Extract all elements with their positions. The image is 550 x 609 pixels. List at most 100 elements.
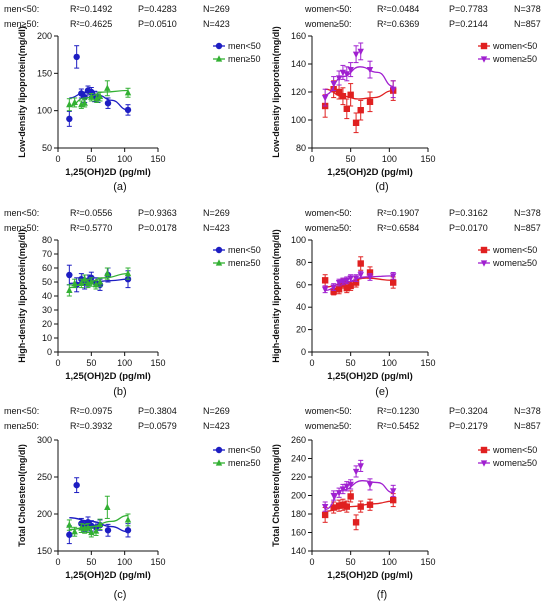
- data-point: [343, 105, 350, 112]
- panel-label: (f): [377, 589, 387, 601]
- panel-label: (d): [375, 181, 388, 193]
- stats-p-value: P=0.0510: [138, 19, 177, 29]
- series-men-ge-50: [66, 267, 132, 297]
- x-axis-label: 1,25(OH)2D (pg/ml): [327, 371, 413, 382]
- panel-label: (e): [375, 386, 388, 398]
- stats-r2: R²=0.0556: [70, 208, 112, 218]
- data-point: [73, 53, 80, 61]
- x-tick-label: 0: [55, 154, 60, 164]
- stats-group-label: men≥50:: [4, 19, 39, 29]
- legend-label: men≥50: [228, 258, 260, 268]
- stats-n: N=269: [203, 4, 230, 14]
- data-point: [321, 504, 329, 511]
- data-point: [78, 279, 85, 286]
- y-tick-label: 120: [291, 87, 306, 97]
- data-point: [73, 481, 80, 489]
- data-point: [81, 94, 88, 101]
- stats-group-label: women≥50:: [304, 223, 351, 233]
- x-tick-label: 100: [117, 557, 132, 567]
- y-axis-label: Total Cholesterol(mg/dl): [271, 444, 281, 547]
- y-tick-label: 250: [37, 472, 52, 482]
- y-tick-label: 140: [291, 546, 306, 556]
- y-tick-label: 40: [296, 302, 306, 312]
- panel-c: men<50: R²=0.0975 P=0.3804 N=269 men≥50: R²=0…: [4, 406, 261, 601]
- stats-p-value: P=0.9363: [138, 208, 177, 218]
- y-tick-label: 0: [47, 347, 52, 357]
- data-point: [343, 284, 350, 292]
- stats-group-label: men<50:: [4, 4, 39, 14]
- stats-r2: R²=0.5452: [377, 421, 419, 431]
- x-tick-label: 50: [346, 358, 356, 368]
- stats-n: N=423: [203, 19, 230, 29]
- stats-r2: R²=0.6584: [377, 223, 419, 233]
- data-point: [339, 486, 347, 493]
- stats-n: N=378: [514, 406, 541, 416]
- data-point: [66, 100, 73, 108]
- stats-p-value: P=0.0579: [138, 421, 177, 431]
- y-tick-label: 100: [291, 115, 306, 125]
- x-tick-label: 50: [86, 154, 96, 164]
- stats-group-label: men≥50:: [4, 223, 39, 233]
- data-point: [352, 119, 360, 126]
- data-point: [347, 91, 354, 98]
- y-axis-label: High-density lipoprotein(mg/dl): [17, 229, 27, 363]
- y-tick-label: 220: [291, 472, 306, 482]
- legend-marker: [215, 459, 223, 466]
- legend-label: men<50: [228, 245, 261, 255]
- data-point: [357, 272, 364, 279]
- series-men-ge-50: [66, 80, 132, 112]
- x-tick-label: 0: [55, 358, 60, 368]
- data-point: [88, 93, 95, 100]
- y-tick-label: 180: [291, 509, 306, 519]
- series-women-ge-50: [321, 459, 397, 512]
- stats-group-label: men<50:: [4, 208, 39, 218]
- data-point: [71, 527, 78, 535]
- stats-n: N=857: [514, 421, 541, 431]
- y-tick-label: 60: [42, 263, 52, 273]
- stats-n: N=378: [514, 208, 541, 218]
- data-point: [71, 279, 78, 286]
- y-tick-label: 300: [37, 435, 52, 445]
- panel-label: (a): [113, 181, 126, 193]
- panel-b: men<50: R²=0.0556 P=0.9363 N=269 men≥50: R²=0…: [4, 208, 261, 398]
- data-point: [335, 88, 343, 96]
- x-axis-label: 1,25(OH)2D (pg/ml): [327, 167, 413, 178]
- panel-d: women<50: R²=0.0484 P=0.7783 N=378 women≥50:…: [271, 4, 541, 193]
- x-tick-label: 0: [309, 154, 314, 164]
- data-point: [357, 503, 364, 510]
- y-tick-label: 80: [296, 143, 306, 153]
- data-point: [335, 286, 343, 293]
- data-point: [330, 81, 337, 88]
- stats-group-label: women≥50:: [304, 421, 351, 431]
- data-point: [366, 481, 374, 489]
- legend-label: men≥50: [228, 54, 260, 64]
- data-point: [390, 86, 397, 93]
- y-tick-label: 50: [42, 277, 52, 287]
- data-point: [347, 282, 354, 290]
- data-point: [366, 269, 374, 276]
- data-point: [104, 527, 112, 534]
- series-women-ge-50: [321, 270, 397, 294]
- data-point: [352, 51, 360, 58]
- data-point: [347, 493, 354, 500]
- data-point: [390, 488, 397, 495]
- data-point: [321, 511, 329, 519]
- y-tick-label: 80: [296, 257, 306, 267]
- x-tick-label: 150: [150, 154, 165, 164]
- x-tick-label: 150: [150, 358, 165, 368]
- data-point: [335, 75, 343, 82]
- y-tick-label: 150: [37, 546, 52, 556]
- y-tick-label: 80: [42, 235, 52, 245]
- panel-label: (c): [114, 589, 127, 601]
- stats-r2: R²=0.0484: [377, 4, 419, 14]
- data-point: [88, 278, 95, 285]
- legend-label: women<50: [492, 41, 537, 51]
- data-point: [96, 278, 104, 285]
- y-tick-label: 50: [42, 143, 52, 153]
- data-point: [335, 490, 343, 497]
- data-point: [71, 98, 78, 106]
- y-tick-label: 30: [42, 305, 52, 315]
- legend-marker: [480, 446, 488, 454]
- y-tick-label: 150: [37, 68, 52, 78]
